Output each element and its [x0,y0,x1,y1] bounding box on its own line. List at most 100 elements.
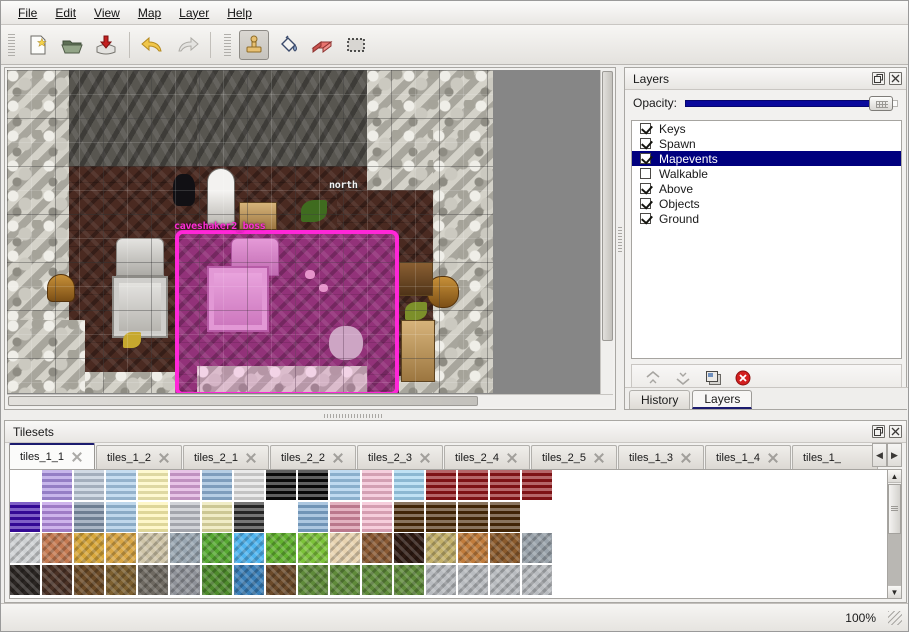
fill-tool-icon[interactable] [273,30,303,60]
tileset-tab-tiles_1_4[interactable]: tiles_1_4 [705,445,791,469]
menu-layer[interactable]: Layer [170,3,218,23]
move-layer-down-icon[interactable] [670,367,696,389]
tile-cell[interactable] [42,470,73,501]
tile-cell[interactable] [10,564,41,596]
map-viewport[interactable]: north caveshaker2_boss [7,70,613,407]
chevron-left-icon[interactable]: ◀ [872,443,887,467]
redo-icon[interactable] [172,30,202,60]
tileset-tab-tiles_2_3[interactable]: tiles_2_3 [357,445,443,469]
resize-gripper[interactable] [888,610,902,625]
tileset-tab-tiles_2_4[interactable]: tiles_2_4 [444,445,530,469]
menu-help[interactable]: Help [218,3,261,23]
tile-cell[interactable] [458,470,489,501]
tile-cell[interactable] [298,533,329,564]
tile-cell[interactable] [522,501,553,533]
map-vertical-scroll-thumb[interactable] [602,71,613,341]
tile-cell[interactable] [170,533,201,564]
tile-cell[interactable] [458,564,489,596]
tile-cell[interactable] [298,470,329,501]
layer-visibility-checkbox[interactable] [640,213,651,224]
tile-cell[interactable] [106,564,137,596]
tile-cell[interactable] [106,501,137,533]
tileset-palette[interactable] [9,469,888,599]
chevron-right-icon[interactable]: ▶ [887,443,902,467]
tile-cell[interactable] [426,533,457,564]
close-icon[interactable] [593,452,605,464]
layer-row-mapevents[interactable]: Mapevents [632,151,901,166]
select-tool-icon[interactable] [341,30,371,60]
tile-cell[interactable] [490,533,521,564]
tile-cell[interactable] [394,564,425,596]
tile-cell[interactable] [138,564,169,596]
tile-cell[interactable] [10,501,41,533]
tile-cell[interactable] [394,533,425,564]
tab-layers[interactable]: Layers [692,390,753,409]
tile-cell[interactable] [362,564,393,596]
close-icon[interactable] [889,425,902,438]
tile-cell[interactable] [522,470,553,501]
layer-visibility-checkbox[interactable] [640,183,651,194]
menu-edit[interactable]: Edit [46,3,85,23]
tile-cell[interactable] [522,533,553,564]
tile-cell[interactable] [298,501,329,533]
stamp-tool-icon[interactable] [239,29,269,60]
tile-cell[interactable] [266,470,297,501]
tile-cell[interactable] [42,564,73,596]
toolbar-drag-handle-2[interactable] [223,31,232,58]
vertical-splitter[interactable] [617,67,623,410]
tile-cell[interactable] [426,501,457,533]
close-icon[interactable] [889,72,902,85]
tile-cell[interactable] [234,564,265,596]
close-icon[interactable] [71,451,83,463]
tile-cell[interactable] [170,501,201,533]
open-map-icon[interactable] [57,30,87,60]
tile-cell[interactable] [106,533,137,564]
tile-cell[interactable] [10,470,41,501]
tile-cell[interactable] [170,564,201,596]
tile-cell[interactable] [170,470,201,501]
layer-row-above[interactable]: Above [632,181,901,196]
layer-visibility-checkbox[interactable] [640,123,651,134]
float-icon[interactable] [872,425,885,438]
tile-cell[interactable] [234,501,265,533]
tileset-tab-tiles_1_3[interactable]: tiles_1_3 [618,445,704,469]
tile-cell[interactable] [42,501,73,533]
tile-cell[interactable] [330,501,361,533]
tileset-tab-tiles_2_2[interactable]: tiles_2_2 [270,445,356,469]
layer-list[interactable]: Keys Spawn Mapevents Walkable Above Obje… [631,120,902,359]
layer-visibility-checkbox[interactable] [640,198,651,209]
tile-cell[interactable] [458,533,489,564]
tile-cell[interactable] [202,564,233,596]
menu-file[interactable]: File [9,3,46,23]
layer-row-walkable[interactable]: Walkable [632,166,901,181]
tile-cell[interactable] [202,470,233,501]
tab-history[interactable]: History [629,390,691,409]
tile-cell[interactable] [362,470,393,501]
tileset-tab-tiles_1_2[interactable]: tiles_1_2 [96,445,182,469]
tile-cell[interactable] [266,564,297,596]
tile-cell[interactable] [234,470,265,501]
tile-cell[interactable] [330,470,361,501]
undo-icon[interactable] [138,30,168,60]
layer-visibility-checkbox[interactable] [640,138,651,149]
tile-cell[interactable] [202,533,233,564]
tile-cell[interactable] [234,533,265,564]
menu-map[interactable]: Map [129,3,170,23]
tileset-tab-tiles_1_5[interactable]: tiles_1_ [792,445,878,469]
tile-cell[interactable] [330,533,361,564]
move-layer-up-icon[interactable] [640,367,666,389]
palette-scroll-trough[interactable] [888,534,901,586]
layer-visibility-checkbox[interactable] [640,153,651,164]
toolbar-drag-handle-1[interactable] [7,31,16,58]
layer-row-keys[interactable]: Keys [632,121,901,136]
new-map-icon[interactable] [23,30,53,60]
layer-visibility-checkbox[interactable] [640,168,651,179]
menu-view[interactable]: View [85,3,129,23]
tile-cell[interactable] [138,533,169,564]
close-icon[interactable] [245,452,257,464]
tile-cell[interactable] [74,564,105,596]
save-map-icon[interactable] [91,30,121,60]
close-icon[interactable] [332,452,344,464]
map-tiles[interactable]: north caveshaker2_boss [7,70,493,393]
tile-cell[interactable] [138,470,169,501]
